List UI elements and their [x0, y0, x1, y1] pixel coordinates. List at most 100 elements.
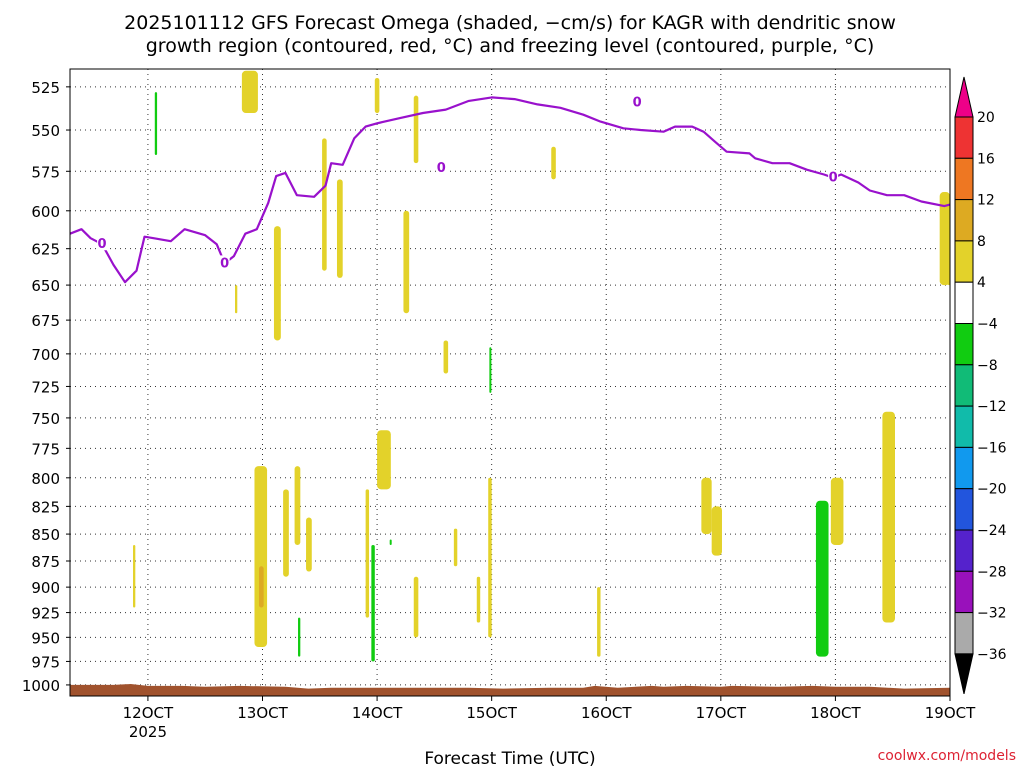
omega-region [322, 138, 327, 271]
omega-region [377, 430, 391, 490]
omega-region [551, 146, 556, 180]
colorbar-segment [954, 446, 974, 490]
omega-region [830, 477, 844, 545]
colorbar-segment [954, 612, 974, 655]
terrain-layer [70, 684, 950, 696]
omega-region [365, 489, 370, 618]
omega-region [489, 347, 492, 393]
contour-label: 0 [437, 161, 446, 176]
omega-region [294, 466, 301, 545]
omega-region [298, 617, 301, 657]
omega-region [154, 92, 158, 156]
chart-title-line-1: 2025101112 GFS Forecast Omega (shaded, −… [124, 12, 896, 34]
x-tick-label: 14OCT [352, 704, 403, 722]
omega-region [882, 411, 895, 623]
contour-label-bg [828, 169, 839, 184]
colorbar-label: −20 [977, 482, 1007, 498]
y-tick-label: 950 [31, 629, 60, 647]
omega-region [413, 95, 419, 164]
y-tick-label: 600 [31, 203, 60, 221]
omega-region [254, 466, 268, 648]
colorbar-label: −8 [977, 358, 998, 374]
y-tick-label: 575 [31, 163, 60, 181]
colorbar-label: −4 [977, 317, 998, 333]
contour-label: 0 [220, 256, 229, 271]
y-tick-label: 825 [31, 498, 60, 516]
omega-region [235, 285, 238, 314]
colorbar-label: −16 [977, 440, 1007, 456]
omega-region [336, 179, 343, 278]
colorbar-segment [954, 488, 974, 531]
omega-region [443, 340, 449, 374]
x-tick-label: 16OCT [581, 704, 632, 722]
omega-region [133, 544, 136, 608]
x-tick-label: 19OCT [925, 704, 976, 722]
x-tick-label: 18OCT [810, 704, 861, 722]
contour-label-bg [97, 236, 108, 251]
colorbar-segment [954, 570, 974, 614]
terrain-surface [70, 684, 950, 696]
omega-region [306, 517, 312, 572]
colorbar-top-arrow [954, 76, 974, 118]
y-tick-label: 650 [31, 277, 60, 295]
colorbar-segment [954, 281, 974, 325]
omega-shading [133, 70, 950, 662]
credit-text: coolwx.com/models [878, 748, 1016, 764]
contour-label-bg [632, 94, 643, 109]
plot-frame [69, 68, 951, 697]
omega-region [701, 477, 712, 535]
omega-region [241, 70, 258, 113]
omega-region [273, 226, 281, 341]
colorbar-label: 12 [977, 193, 995, 209]
y-tick-label: 725 [31, 378, 60, 396]
y-tick-label: 775 [31, 440, 60, 458]
x-tick-sublabel: 2025 [129, 723, 167, 741]
colorbar-segment [954, 116, 974, 159]
y-axis-pressure-levels: 525 550 575 600 625 650 675 700 725 750 775 800 825 8… [22, 79, 70, 695]
colorbar-segment [954, 199, 974, 242]
colorbar-segment [954, 323, 974, 366]
omega-region [389, 539, 392, 545]
colorbar-segment [954, 529, 974, 572]
contour-label: 0 [829, 171, 838, 186]
y-tick-label: 800 [31, 470, 60, 488]
x-tick-label: 17OCT [696, 704, 747, 722]
omega-region [488, 477, 492, 638]
omega-region [939, 192, 950, 286]
colorbar-label: −24 [977, 523, 1007, 539]
contour-label-bg [219, 255, 230, 270]
x-axis-label: Forecast Time (UTC) [424, 749, 595, 768]
contour-label-bg [436, 160, 447, 175]
contour-label: 0 [633, 96, 642, 111]
y-tick-label: 750 [31, 410, 60, 428]
omega-region [711, 506, 722, 556]
omega-region [259, 566, 264, 608]
colorbar-segment [954, 240, 974, 283]
omega-region [403, 210, 410, 314]
colorbar-segment [954, 157, 974, 201]
colorbar-segment [954, 364, 974, 407]
freezing-level-line [69, 96, 951, 284]
x-tick-label: 12OCT [123, 704, 174, 722]
y-tick-label: 925 [31, 605, 60, 623]
y-tick-label: 550 [31, 122, 60, 140]
colorbar-label: −28 [977, 564, 1007, 580]
omega-region [413, 576, 419, 638]
y-tick-label: 675 [31, 312, 60, 330]
colorbar-bottom-arrow [954, 653, 974, 695]
omega-region [597, 587, 601, 657]
colorbar-legend: 20 16 12 8 4 −4 −8 −12 −16 −20 −24 −28 −32 −36 [954, 76, 1007, 695]
colorbar-label: −32 [977, 606, 1007, 622]
omega-region [476, 576, 481, 623]
omega-region [453, 528, 458, 567]
omega-region [374, 77, 380, 113]
colorbar-label: 8 [977, 234, 986, 250]
contour-label: 0 [98, 237, 107, 252]
chart-title-line-2: growth region (contoured, red, °C) and f… [146, 35, 875, 57]
y-tick-label: 875 [31, 553, 60, 571]
y-tick-label: 625 [31, 241, 60, 259]
y-tick-label: 900 [31, 579, 60, 597]
y-tick-label: 1000 [22, 677, 60, 695]
